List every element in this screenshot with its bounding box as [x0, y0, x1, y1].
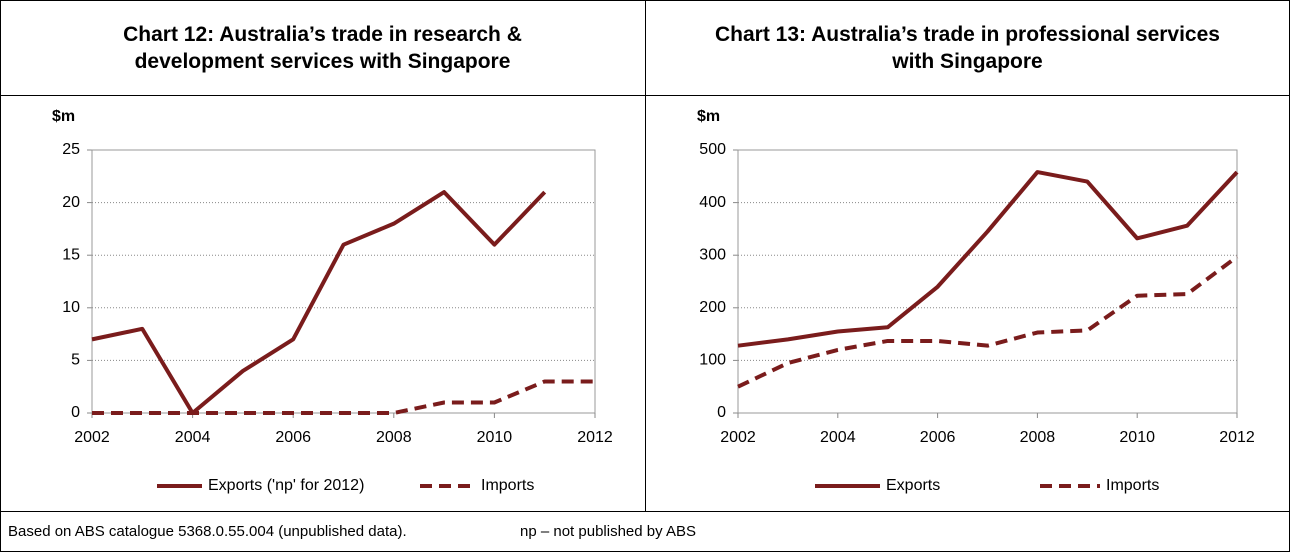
y-tick-label: 0	[71, 404, 80, 421]
x-tick-label: 2002	[74, 429, 110, 446]
legend-label: Imports	[481, 477, 534, 494]
y-tick-label: 400	[699, 194, 726, 211]
series-line	[737, 170, 1239, 348]
y-tick-label: 25	[62, 141, 80, 158]
legend-label: Exports	[886, 477, 940, 494]
x-tick-label: 2006	[275, 429, 311, 446]
y-tick-label: 15	[62, 246, 80, 263]
chart-title: Chart 12: Australia’s trade in research …	[123, 22, 522, 73]
y-tick-label: 100	[699, 352, 726, 369]
y-tick-label: 5	[71, 352, 80, 369]
x-tick-label: 2002	[720, 429, 756, 446]
x-tick-label: 2010	[1119, 429, 1155, 446]
series-line	[737, 255, 1239, 389]
y-tick-label: 0	[717, 404, 726, 421]
chart-title: Chart 13: Australia’s trade in professio…	[715, 22, 1220, 73]
source-note: Based on ABS catalogue 5368.0.55.004 (un…	[8, 523, 407, 540]
x-tick-label: 2012	[577, 429, 613, 446]
x-tick-label: 2006	[920, 429, 956, 446]
y-tick-label: 200	[699, 299, 726, 316]
x-tick-label: 2004	[175, 429, 211, 446]
legend-label: Exports ('np' for 2012)	[208, 477, 364, 494]
series-line	[92, 379, 595, 415]
x-tick-label: 2010	[477, 429, 513, 446]
y-axis-label: $m	[697, 108, 720, 125]
x-tick-label: 2008	[376, 429, 412, 446]
plot-border	[737, 149, 1238, 414]
y-tick-label: 300	[699, 246, 726, 263]
y-tick-label: 10	[62, 299, 80, 316]
y-axis-label: $m	[52, 108, 75, 125]
legend-label: Imports	[1106, 477, 1159, 494]
np-note: np – not published by ABS	[520, 523, 696, 540]
y-tick-label: 20	[62, 194, 80, 211]
y-tick-label: 500	[699, 141, 726, 158]
x-tick-label: 2004	[820, 429, 856, 446]
series-line	[91, 190, 547, 415]
x-tick-label: 2008	[1020, 429, 1056, 446]
x-tick-label: 2012	[1219, 429, 1255, 446]
